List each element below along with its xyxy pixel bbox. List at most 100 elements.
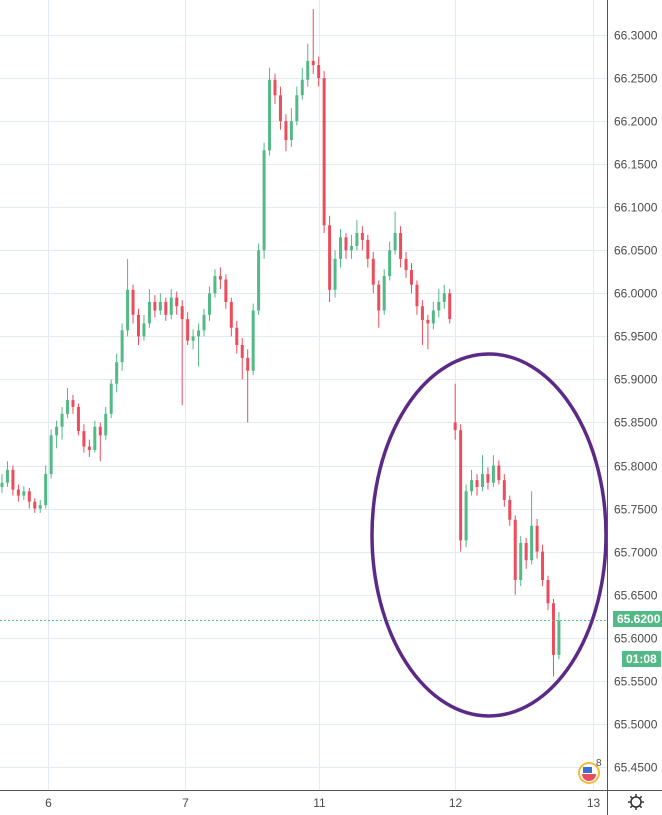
candle-body	[486, 474, 490, 483]
candle	[382, 269, 386, 315]
candle-body	[98, 426, 102, 436]
grid	[0, 0, 607, 790]
candle-body	[197, 330, 201, 337]
candle	[410, 263, 413, 294]
candle	[322, 71, 326, 234]
candle-body	[49, 435, 53, 475]
candle	[197, 323, 201, 367]
candle	[120, 323, 124, 371]
candle	[180, 300, 184, 406]
candle-body	[251, 310, 255, 371]
candle	[404, 251, 408, 278]
candle-body	[273, 79, 277, 96]
candle-body	[126, 289, 130, 331]
candle	[38, 499, 42, 513]
candle	[104, 406, 108, 440]
candle	[235, 320, 239, 354]
price-tick-label: 65.9500	[614, 330, 658, 344]
candle-body	[393, 233, 397, 251]
candle-body	[76, 406, 80, 432]
candle	[530, 491, 534, 565]
candle-body	[339, 237, 343, 259]
price-tick-label: 66.2500	[614, 72, 658, 86]
candle	[153, 295, 157, 318]
candle-body	[448, 293, 452, 320]
candle-body	[66, 400, 70, 414]
candle	[98, 422, 102, 462]
candle	[442, 284, 446, 309]
candle-body	[415, 284, 419, 307]
candle-body	[82, 431, 86, 447]
candle-body	[508, 499, 512, 520]
candle-body	[546, 580, 550, 604]
candle-body	[207, 293, 211, 315]
ellipse-annotation[interactable]	[370, 352, 608, 718]
candle-body	[535, 525, 539, 552]
price-tick-label: 65.8500	[614, 416, 658, 430]
candle	[497, 460, 501, 485]
candle-body	[284, 121, 288, 141]
candle	[33, 498, 37, 513]
candle-body	[551, 603, 555, 655]
candle-body	[164, 301, 168, 315]
candle	[22, 486, 26, 500]
time-tick-label: 7	[182, 796, 189, 810]
candle	[399, 226, 403, 268]
candle-body	[38, 505, 42, 509]
candle	[44, 465, 48, 509]
candle	[513, 515, 517, 595]
candle	[0, 474, 4, 494]
candle-body	[16, 489, 20, 496]
candle	[551, 598, 555, 677]
candle-body	[0, 482, 4, 488]
candle-body	[218, 276, 222, 280]
price-axis[interactable]: 66.3000 66.2500 66.2000 66.1500 66.1000 66.05…	[614, 29, 658, 775]
candle-body	[442, 293, 446, 302]
candle-body	[524, 542, 528, 561]
candle-body	[224, 279, 228, 302]
candle	[546, 575, 550, 611]
price-tick-label: 66.0000	[614, 287, 658, 301]
candle	[147, 288, 151, 328]
candle	[82, 424, 86, 453]
price-tick-label: 65.5000	[614, 718, 658, 732]
candle	[502, 474, 506, 507]
candle-body	[229, 301, 233, 328]
candle	[311, 9, 315, 74]
candle-body	[541, 551, 545, 581]
candle-body	[5, 469, 9, 483]
settings-gear-icon[interactable]	[628, 794, 644, 810]
time-axis[interactable]: 6 7 11 12 13	[45, 796, 600, 810]
candle	[486, 467, 490, 490]
price-tick-label: 66.0500	[614, 244, 658, 258]
candle-body	[377, 284, 381, 311]
candle-body	[120, 330, 124, 363]
time-tick-label: 11	[313, 796, 326, 810]
candle	[240, 338, 244, 380]
candles	[0, 9, 561, 677]
time-tick-label: 6	[45, 796, 52, 810]
candle	[459, 424, 463, 552]
price-tick-label: 65.7500	[614, 503, 658, 517]
candle-body	[87, 446, 91, 451]
candle-body	[44, 474, 48, 506]
candle-body	[420, 306, 424, 320]
candle-body	[306, 60, 310, 80]
candle-body	[491, 465, 495, 483]
candle	[306, 43, 310, 87]
economic-events-icon[interactable]: 8	[578, 758, 602, 784]
candle-body	[317, 65, 321, 79]
candle	[126, 258, 130, 337]
candle	[377, 280, 381, 328]
candle	[431, 301, 435, 330]
candle	[257, 243, 261, 315]
candle-body	[268, 79, 272, 151]
candle-body	[480, 474, 484, 488]
candle	[420, 300, 424, 345]
candle	[541, 544, 545, 587]
candle	[131, 284, 135, 324]
candle-body	[191, 336, 195, 341]
candle-body	[115, 362, 119, 384]
candle-body	[158, 301, 162, 311]
